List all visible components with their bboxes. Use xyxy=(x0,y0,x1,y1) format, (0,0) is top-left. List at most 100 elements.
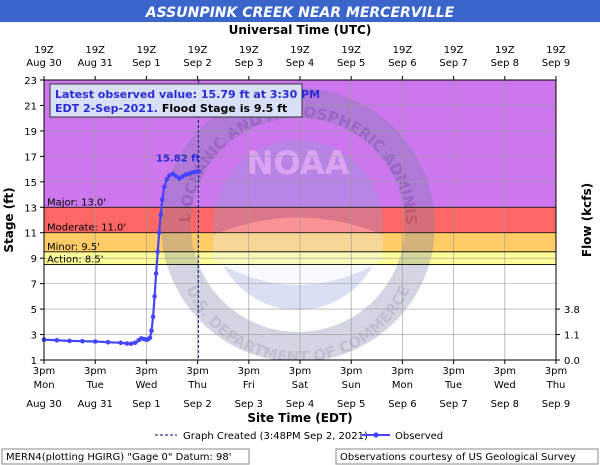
bottom-tick-date-6: Sep 5 xyxy=(337,399,365,410)
top-tick-time-1: 19Z xyxy=(85,45,105,56)
bottom-tick-time-7: 3pm xyxy=(391,366,413,377)
observed-point-26 xyxy=(167,173,172,178)
top-tick-date-8: Sep 7 xyxy=(439,58,467,69)
bottom-tick-date-0: Aug 30 xyxy=(26,399,61,410)
observed-point-22 xyxy=(158,212,163,218)
observed-point-19 xyxy=(153,271,159,276)
observed-point-5 xyxy=(105,339,111,345)
bottom-tick-time-5: 3pm xyxy=(289,366,311,377)
bottom-tick-date-1: Aug 31 xyxy=(77,399,112,410)
bottom-tick-day-9: Wed xyxy=(494,380,516,391)
local-time-axis: 3pm Mon Aug 30 3pm Tue Aug 31 3pm Wed Sep 1 3pm Th… xyxy=(26,360,570,410)
top-tick-time-5: 19Z xyxy=(290,45,310,56)
top-tick-date-1: Aug 31 xyxy=(77,58,112,69)
top-tick-time-2: 19Z xyxy=(137,45,157,56)
bottom-tick-time-10: 3pm xyxy=(545,366,567,377)
top-axis-title: Universal Time (UTC) xyxy=(229,23,372,37)
top-tick-date-0: Aug 30 xyxy=(26,58,61,69)
y-tick-label-7: 7 xyxy=(31,280,37,291)
watermark-disc xyxy=(213,140,383,310)
y-tick-label-23: 23 xyxy=(24,76,37,87)
bottom-tick-date-7: Sep 6 xyxy=(388,399,416,410)
y2-tick-label-0: 0.0 xyxy=(564,356,580,367)
legend-observed-swatch-dot xyxy=(373,432,379,438)
threshold-label-action: Action: 8.5' xyxy=(47,255,104,266)
top-tick-date-4: Sep 3 xyxy=(235,58,263,69)
observed-point-8 xyxy=(128,341,134,347)
top-tick-time-8: 19Z xyxy=(444,45,464,56)
observed-point-3 xyxy=(80,338,85,344)
title-bar xyxy=(0,0,600,22)
footer-left-box xyxy=(1,448,250,465)
top-tick-time-10: 19Z xyxy=(546,45,566,56)
observed-point-25 xyxy=(164,177,170,182)
y-tick-label-3: 3 xyxy=(31,331,37,342)
observed-point-24 xyxy=(162,184,167,190)
observed-point-4 xyxy=(92,339,98,344)
flow-axis: 0.0 1.1 3.8 xyxy=(556,305,580,367)
latest-observed-bg xyxy=(49,83,303,118)
observed-point-36 xyxy=(196,169,201,174)
observed-point-23 xyxy=(160,197,165,202)
bottom-tick-time-4: 3pm xyxy=(238,366,260,377)
y-tick-label-15: 15 xyxy=(24,178,37,189)
top-tick-date-3: Sep 2 xyxy=(183,58,211,69)
top-tick-date-6: Sep 5 xyxy=(337,58,365,69)
footer-right-box xyxy=(335,448,599,465)
latest-observed-date: EDT 2-Sep-2021. xyxy=(55,102,158,115)
observed-point-7 xyxy=(124,341,130,346)
y-tick-label-17: 17 xyxy=(24,152,37,163)
bottom-tick-day-7: Mon xyxy=(392,380,413,391)
y2-axis-title: Flow (kcfs) xyxy=(580,183,594,257)
observed-point-28 xyxy=(173,173,179,179)
flood-stage-text: Flood Stage is 9.5 ft xyxy=(162,102,287,115)
utc-axis: 19Z Aug 30 19Z Aug 31 19Z Sep 1 19Z Sep 2 19Z Sep… xyxy=(26,45,570,80)
y-tick-label-21: 21 xyxy=(24,101,37,112)
bottom-tick-time-9: 3pm xyxy=(494,366,516,377)
grid-lines: Action: 8.5' Minor: 9.5' Moderate: 11.0' Ma… xyxy=(44,80,556,360)
top-tick-time-9: 19Z xyxy=(495,45,515,56)
bottom-tick-time-2: 3pm xyxy=(135,366,157,377)
threshold-label-major: Major: 13.0' xyxy=(47,197,106,208)
top-tick-time-0: 19Z xyxy=(34,45,54,56)
top-tick-time-3: 19Z xyxy=(188,45,208,56)
chart-title: ASSUNPINK CREEK NEAR MERCERVILLE xyxy=(145,5,455,21)
observed-point-17 xyxy=(150,314,156,320)
top-tick-date-7: Sep 6 xyxy=(388,58,416,69)
bottom-tick-date-9: Sep 8 xyxy=(491,399,519,410)
observed-point-9 xyxy=(132,340,138,346)
bottom-tick-day-2: Wed xyxy=(135,380,157,391)
footer-left-text: MERN4(plotting HGIRG) "Gage 0" Datum: 98… xyxy=(6,452,232,463)
top-tick-date-5: Sep 4 xyxy=(286,58,314,69)
y-tick-label-19: 19 xyxy=(24,127,37,138)
top-tick-time-6: 19Z xyxy=(341,45,361,56)
y2-tick-label-1: 1.1 xyxy=(564,331,580,342)
y-tick-label-5: 5 xyxy=(31,305,37,316)
bottom-tick-time-1: 3pm xyxy=(84,366,106,377)
bottom-tick-day-6: Sun xyxy=(342,380,361,391)
footer-right-text: Observations courtesy of US Geological S… xyxy=(340,452,576,463)
bottom-tick-date-10: Sep 9 xyxy=(542,399,570,410)
top-tick-date-10: Sep 9 xyxy=(542,58,570,69)
bottom-tick-date-4: Sep 3 xyxy=(235,399,263,410)
observed-point-21 xyxy=(156,230,162,235)
top-tick-time-4: 19Z xyxy=(239,45,259,56)
bottom-tick-day-10: Thu xyxy=(546,380,566,391)
bottom-tick-date-5: Sep 4 xyxy=(286,399,314,410)
latest-observed-line1: Latest observed value: 15.79 ft at 3:30 … xyxy=(55,88,320,101)
bottom-tick-time-6: 3pm xyxy=(340,366,362,377)
bottom-tick-day-5: Sat xyxy=(292,380,308,391)
y-tick-label-1: 1 xyxy=(31,356,37,367)
threshold-label-minor: Minor: 9.5' xyxy=(47,242,100,253)
observed-point-18 xyxy=(152,294,157,299)
bottom-tick-time-3: 3pm xyxy=(186,366,208,377)
bottom-tick-date-3: Sep 2 xyxy=(183,399,211,410)
threshold-label-moderate: Moderate: 11.0' xyxy=(47,223,126,234)
bottom-tick-day-0: Mon xyxy=(33,380,54,391)
top-tick-time-7: 19Z xyxy=(393,45,413,56)
bottom-tick-time-0: 3pm xyxy=(33,366,55,377)
watermark-wave xyxy=(213,217,383,285)
peak-value-label: 15.82 ft xyxy=(156,153,200,164)
